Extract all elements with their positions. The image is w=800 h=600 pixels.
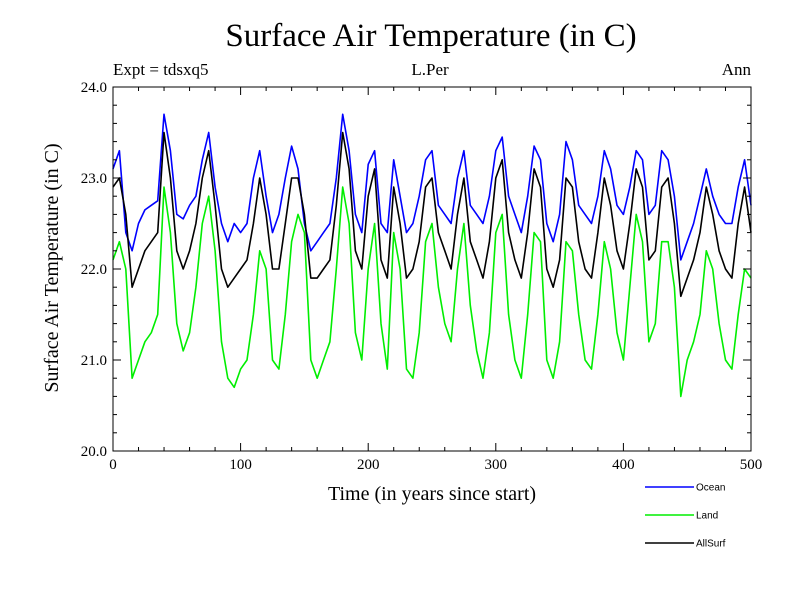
x-tick-label: 300 bbox=[485, 457, 508, 473]
x-tick-label: 200 bbox=[357, 457, 380, 473]
plot-content bbox=[112, 113, 752, 398]
x-tick-label: 400 bbox=[612, 457, 635, 473]
legend: Ocean Land AllSurf bbox=[645, 483, 726, 550]
y-axis-title: Surface Air Temperature (in C) bbox=[41, 143, 63, 392]
x-tick-label: 500 bbox=[740, 457, 763, 473]
x-tick-label: 0 bbox=[109, 457, 117, 473]
axes: 0 100 200 300 400 500 20.0 21.0 22.0 23.0 24.0 bbox=[81, 80, 763, 473]
x-axis-title: Time (in years since start) bbox=[328, 483, 536, 505]
y-tick-label: 24.0 bbox=[81, 80, 107, 96]
season-label: Ann bbox=[721, 60, 751, 79]
legend-label-ocean: Ocean bbox=[696, 483, 725, 494]
experiment-label: Expt = tdsxq5 bbox=[113, 60, 209, 79]
legend-label-land: Land bbox=[696, 511, 718, 522]
y-tick-label: 21.0 bbox=[81, 353, 107, 369]
plot-frame bbox=[112, 86, 752, 452]
y-tick-label: 20.0 bbox=[81, 444, 107, 460]
series-line-allsurf bbox=[112, 131, 752, 298]
series-line-land bbox=[112, 186, 752, 398]
series-line-ocean bbox=[112, 113, 752, 261]
y-tick-label: 22.0 bbox=[81, 262, 107, 278]
legend-label-allsurf: AllSurf bbox=[696, 539, 726, 550]
x-tick-label: 100 bbox=[229, 457, 252, 473]
chart-title: Surface Air Temperature (in C) bbox=[225, 18, 637, 54]
period-label-text: L.Per bbox=[411, 60, 449, 79]
y-tick-label: 23.0 bbox=[81, 171, 107, 187]
